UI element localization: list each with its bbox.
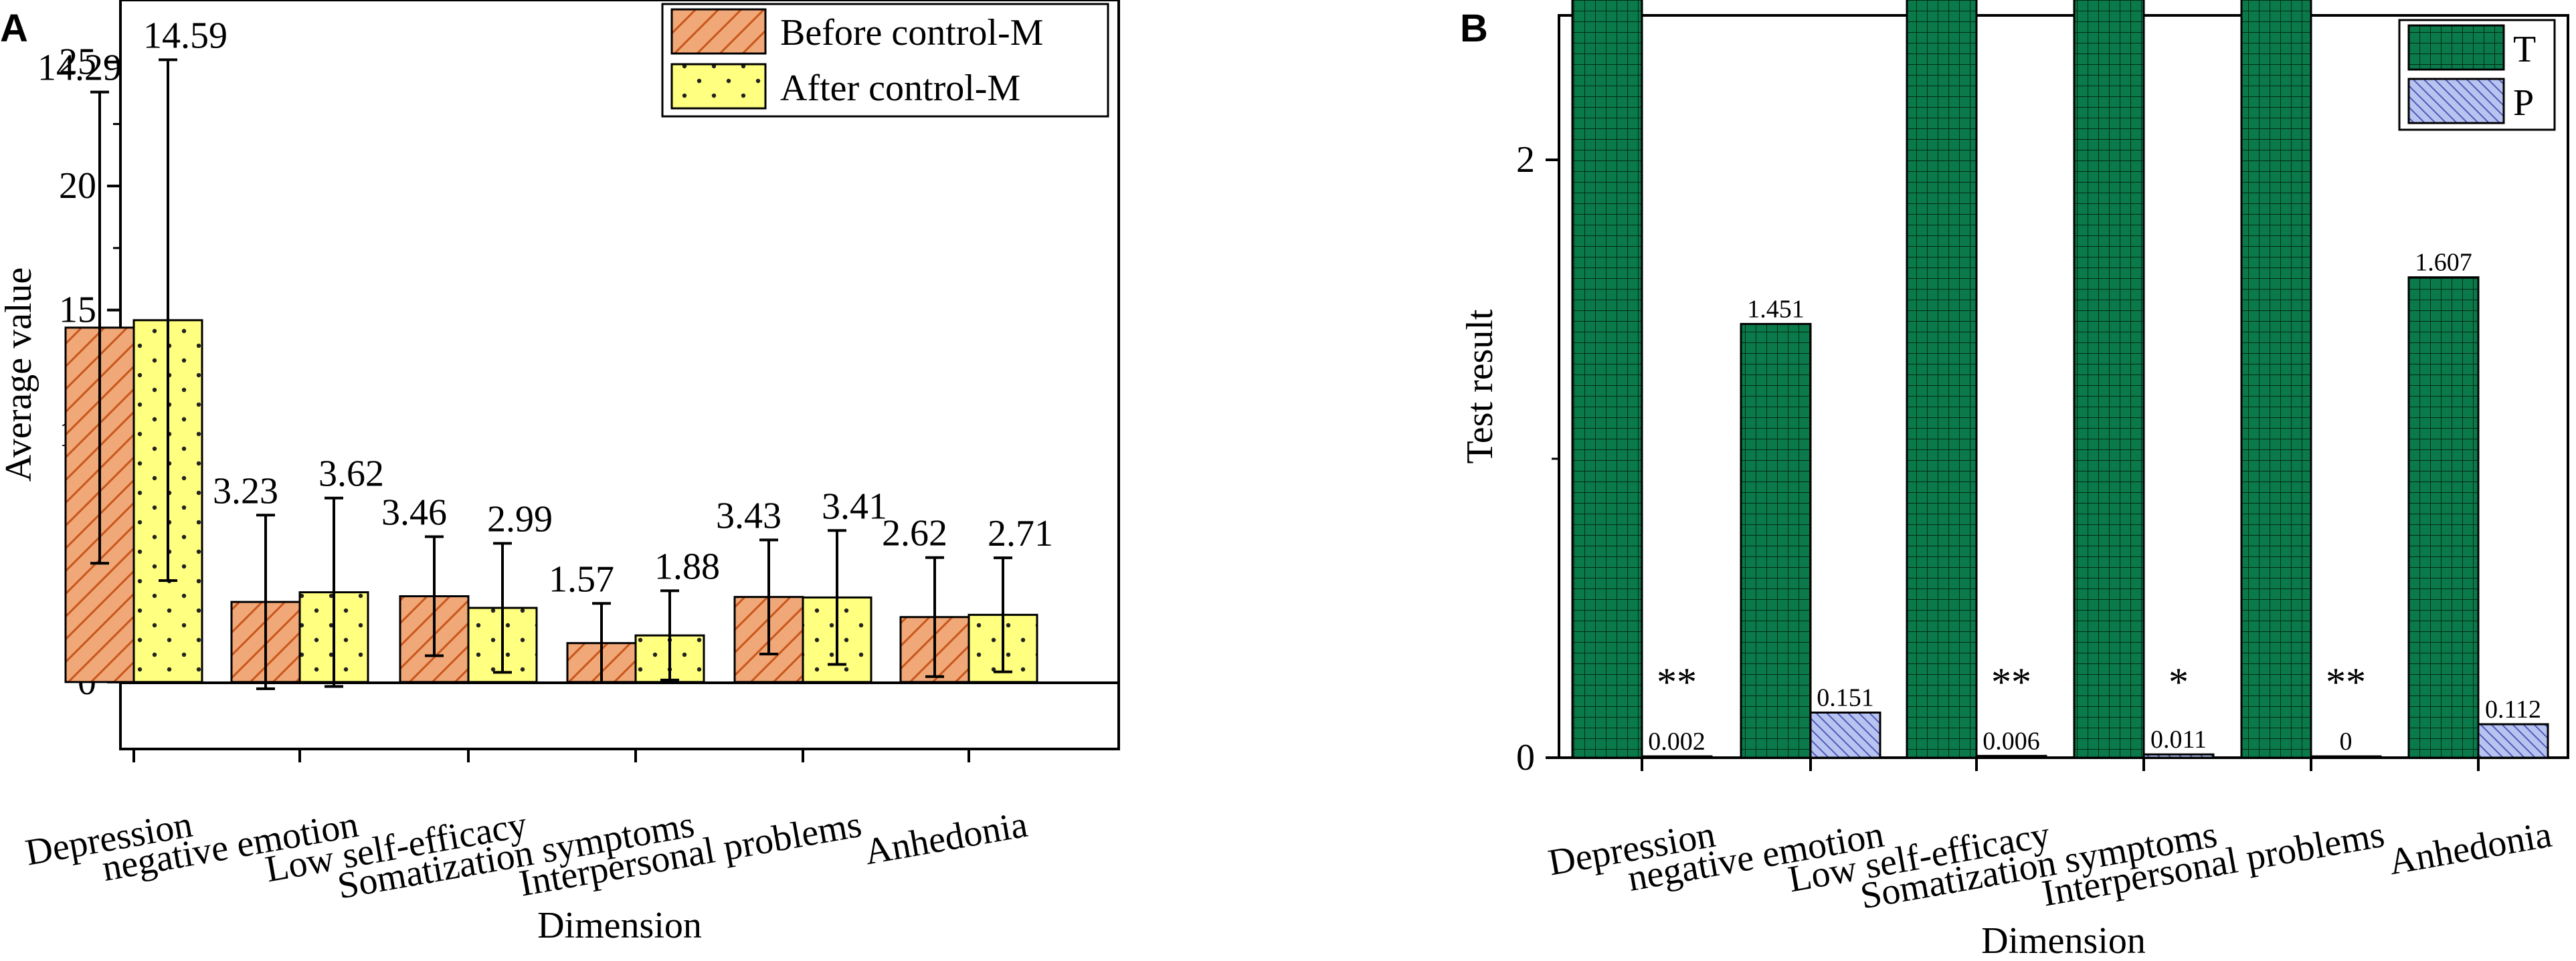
legend-label-t: T [2513, 29, 2536, 70]
panel-b-y-axis: 024 [1516, 139, 1559, 778]
x-tick-label-anhedonia: Anhedonia [2386, 814, 2555, 883]
legend-label-before: Before control-M [780, 12, 1043, 54]
bar-p-interpersonal-problems [2310, 755, 2382, 759]
panel-a-legend: Before control-M After control-M [661, 3, 1109, 118]
significance-marker-somatization-symptoms: * [2169, 660, 2189, 704]
y-tick-label-0: 0 [1516, 737, 1535, 778]
value-label-after-depression: 14.59 [143, 15, 227, 56]
value-label-after-somatization-symptoms: 1.88 [654, 546, 720, 587]
panel-b-x-axis-title: Dimension [1981, 920, 2146, 961]
panel-a-letter: A [0, 7, 28, 50]
value-label-before-interpersonal-problems: 3.43 [716, 495, 781, 536]
legend-swatch-after [670, 63, 767, 110]
value-label-p-anhedonia: 0.112 [2485, 696, 2541, 724]
panel-b-legend: T P [2398, 19, 2556, 131]
legend-swatch-t [2407, 24, 2505, 71]
value-label-p-somatization-symptoms: 0.011 [2150, 726, 2207, 754]
value-label-after-negative-emotion: 3.62 [318, 453, 384, 495]
value-label-t-anhedonia: 1.607 [2415, 249, 2472, 277]
y-tick-label-2: 2 [1516, 139, 1535, 181]
bar-t-somatization-symptoms [2073, 0, 2145, 759]
panel-b-bars: 3.2960.002**1.4510.1512.8610.006**2.6050… [1571, 0, 2549, 759]
significance-marker-interpersonal-problems: ** [2326, 660, 2366, 704]
legend-label-p: P [2513, 82, 2534, 124]
value-label-after-interpersonal-problems: 3.41 [822, 486, 887, 527]
y-tick-label-25: 25 [59, 41, 96, 83]
value-label-p-depression: 0.002 [1648, 728, 1706, 756]
significance-marker-depression: ** [1657, 660, 1697, 704]
value-label-before-anhedonia: 2.62 [882, 513, 947, 554]
significance-marker-low-self-efficacy: ** [1991, 660, 2031, 704]
bar-p-depression [1641, 755, 1713, 759]
bar-p-anhedonia [2477, 723, 2549, 759]
value-label-after-low-self-efficacy: 2.99 [487, 499, 553, 540]
bar-p-somatization-symptoms [2142, 753, 2215, 759]
value-label-p-low-self-efficacy: 0.006 [1983, 727, 2040, 755]
panel-a: A 0510152025 14.2914.593.233.623.462.991… [0, 0, 1120, 946]
panel-a-x-axis-title: Dimension [537, 905, 702, 946]
legend-label-after: After control-M [780, 68, 1020, 109]
value-label-p-interpersonal-problems: 0 [2340, 728, 2353, 756]
panel-a-y-axis-title: Average value [0, 268, 39, 482]
x-tick-label-anhedonia: Anhedonia [862, 804, 1031, 873]
legend-swatch-before [670, 8, 767, 55]
value-label-before-low-self-efficacy: 3.46 [381, 492, 447, 534]
legend-swatch-p [2407, 78, 2505, 124]
y-tick-label-15: 15 [59, 290, 96, 331]
bar-t-interpersonal-problems [2240, 0, 2312, 759]
bar-p-low-self-efficacy [1975, 754, 2047, 759]
bar-t-low-self-efficacy [1906, 0, 1978, 759]
bar-t-anhedonia [2407, 276, 2480, 759]
bar-t-negative-emotion [1740, 322, 1812, 759]
panel-a-bars: 14.29 14.59 3.23 3.623.46 2.99 1.57 1.88 3.43 3.… [37, 15, 1053, 690]
panel-b: B 024 3.2960.002**1.4510.1512.8610.006**… [1459, 0, 2569, 961]
panel-b-frame [1558, 14, 2569, 759]
value-label-before-depression: 14.29 [37, 47, 122, 89]
value-label-before-negative-emotion: 3.23 [213, 470, 278, 512]
bar-p-negative-emotion [1809, 712, 1881, 759]
value-label-p-negative-emotion: 0.151 [1817, 684, 1874, 712]
panel-b-y-axis-title: Test result [1459, 309, 1501, 463]
value-label-before-somatization-symptoms: 1.57 [549, 558, 614, 600]
value-label-after-anhedonia: 2.71 [988, 513, 1053, 554]
bar-t-depression [1571, 0, 1643, 759]
value-label-t-negative-emotion: 1.451 [1747, 295, 1805, 323]
y-tick-label-20: 20 [59, 165, 96, 207]
panel-b-letter: B [1460, 7, 1488, 50]
